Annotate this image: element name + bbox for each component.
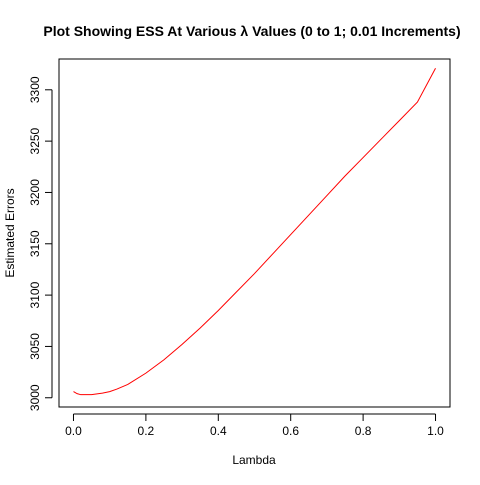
y-tick-label: 3300 <box>28 76 42 103</box>
chart-title: Plot Showing ESS At Various λ Values (0 … <box>43 23 460 39</box>
y-tick-label: 3050 <box>28 333 42 360</box>
x-tick-label: 1.0 <box>427 424 444 438</box>
x-axis: 0.0 0.2 0.4 0.6 0.8 1.0 <box>65 413 444 438</box>
x-tick-label: 0.8 <box>355 424 372 438</box>
y-tick-label: 3000 <box>28 384 42 411</box>
x-tick-label: 0.2 <box>138 424 155 438</box>
y-axis: 3000 3050 3100 3150 3200 3250 3300 <box>28 76 53 411</box>
x-tick-label: 0.6 <box>282 424 299 438</box>
y-tick-label: 3100 <box>28 281 42 308</box>
x-tick-label: 0.0 <box>65 424 82 438</box>
series-line <box>73 68 436 396</box>
y-axis-label: Estimated Errors <box>3 188 17 277</box>
y-tick-label: 3200 <box>28 179 42 206</box>
plot-frame <box>58 58 451 408</box>
x-tick-label: 0.4 <box>210 424 227 438</box>
y-tick-label: 3150 <box>28 230 42 257</box>
y-tick-label: 3250 <box>28 127 42 154</box>
x-axis-label: Lambda <box>232 453 276 467</box>
series-layer <box>73 68 436 396</box>
